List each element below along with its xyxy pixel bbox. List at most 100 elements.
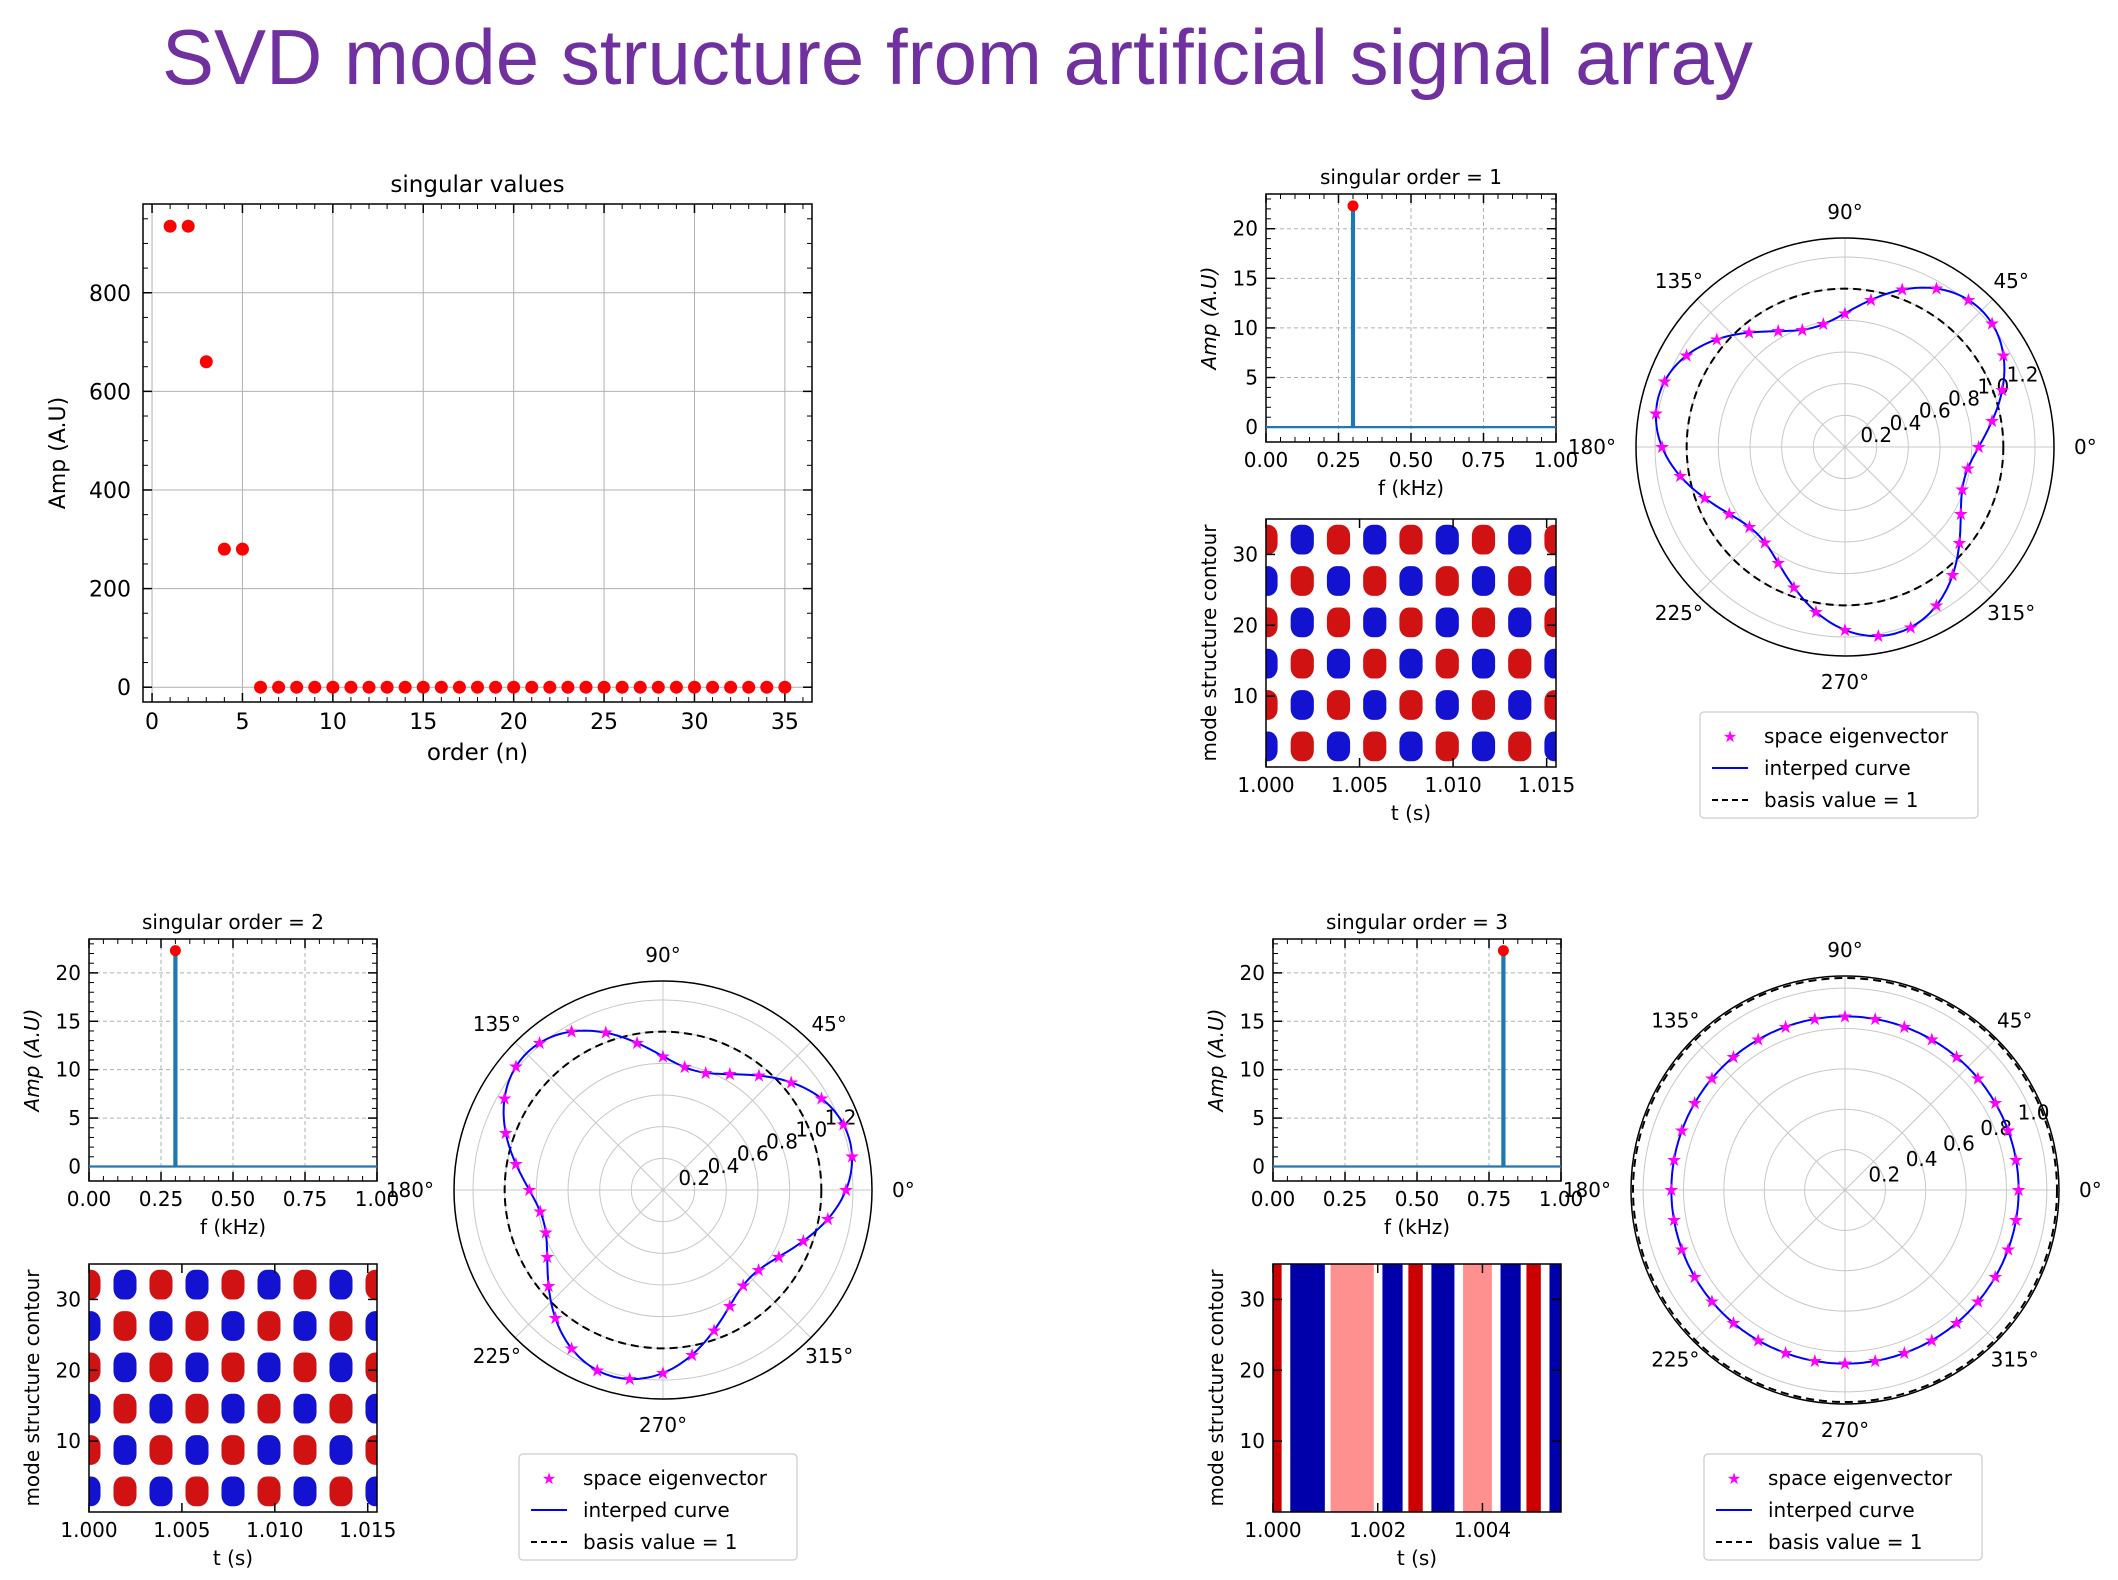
eigenvector-marker: ★: [1896, 1343, 1912, 1364]
eigenvector-marker: ★: [1970, 1292, 1986, 1313]
x-tick-label: 1.00: [1534, 448, 1579, 472]
data-point: [579, 680, 593, 694]
x-tick-label: 1.000: [60, 1518, 117, 1542]
eigenvector-marker: ★: [1837, 1354, 1853, 1375]
data-point: [380, 680, 394, 694]
data-point: [235, 542, 249, 556]
eigenvector-marker: ★: [622, 1369, 638, 1390]
y-axis-label: Amp (A.U): [20, 1009, 44, 1114]
data-point: [687, 680, 701, 694]
heatmap-cell: [185, 1393, 209, 1424]
eigenvector-marker: ★: [751, 1066, 767, 1087]
x-tick-label: 0.75: [1467, 1187, 1512, 1211]
polar-angle-label: 270°: [1821, 670, 1869, 694]
heatmap-cell: [1508, 648, 1532, 679]
eigenvector-marker: ★: [508, 1057, 524, 1078]
heatmap-cell: [221, 1352, 245, 1383]
polar-radius-label: 0.6: [1919, 399, 1951, 423]
data-point: [416, 680, 430, 694]
heatmap-band: [1382, 1264, 1404, 1512]
eigenvector-marker: ★: [1928, 595, 1944, 616]
eigenvector-marker: ★: [1995, 346, 2011, 367]
polar-grid-spoke: [662, 1041, 812, 1191]
y-tick-label: 10: [1240, 1429, 1265, 1453]
eigenvector-marker: ★: [1704, 1292, 1720, 1313]
eigenvector-marker: ★: [1654, 437, 1670, 458]
eigenvector-marker: ★: [1970, 1068, 1986, 1089]
heatmap-cell: [1544, 566, 1556, 596]
eigenvector-marker: ★: [1987, 1267, 2003, 1288]
x-tick-label: 15: [409, 710, 437, 735]
x-tick-label: 0.00: [1244, 448, 1289, 472]
eigenvector-marker: ★: [1984, 411, 2000, 432]
polar-angle-label: 180°: [386, 1178, 434, 1202]
legend-label: space eigenvector: [1768, 1466, 1953, 1490]
heatmap-cell: [293, 1269, 317, 1300]
eigenvector-marker: ★: [1808, 602, 1824, 623]
heatmap-cell: [1363, 690, 1387, 720]
data-point: [326, 680, 340, 694]
legend-label: space eigenvector: [1764, 724, 1949, 748]
data-point: [452, 680, 466, 694]
heatmap-cell: [1266, 524, 1278, 555]
polar-angle-label: 45°: [1997, 1008, 2032, 1032]
heatmap-cell: [1363, 648, 1387, 679]
polar-angle-label: 0°: [2079, 1178, 2102, 1202]
y-tick-label: 20: [1240, 1358, 1265, 1382]
heatmap-cell: [221, 1393, 245, 1424]
x-tick-label: 30: [680, 710, 708, 735]
legend-marker-icon: ★: [542, 1469, 556, 1488]
heatmap-band: [1281, 1264, 1291, 1512]
heatmap-cells: [1266, 519, 1556, 767]
polar-radius-label: 0.8: [766, 1130, 798, 1154]
basis-circle: [1632, 977, 2058, 1403]
polar-angle-label: 180°: [1568, 435, 1616, 459]
polar-frame: [1635, 237, 2055, 657]
eigenvector-marker: ★: [1666, 1210, 1682, 1231]
heatmap-cell: [365, 1476, 377, 1507]
eigenvector-marker: ★: [698, 1063, 714, 1084]
heatmap-cell: [1290, 566, 1314, 596]
heatmap-cell: [89, 1393, 101, 1424]
data-point: [398, 680, 412, 694]
polar-grid-spoke: [1844, 446, 1994, 596]
eigenvector-marker: ★: [532, 1033, 548, 1054]
heatmap-band: [1463, 1264, 1493, 1512]
polar-radius-label: 0.2: [1860, 423, 1892, 447]
eigenvector-marker: ★: [1951, 533, 1967, 554]
chart-title: singular order = 2: [142, 910, 324, 934]
heatmap-cell: [1326, 648, 1351, 679]
polar-grid-spoke: [1693, 1038, 1846, 1191]
heatmap-cell: [1471, 690, 1496, 720]
eigenvector-marker: ★: [547, 1308, 563, 1329]
heatmap-cell: [257, 1476, 281, 1507]
eigenvector-marker: ★: [532, 1202, 548, 1223]
interped-curve: [1654, 286, 2006, 638]
eigenvector-marker: ★: [1741, 517, 1757, 538]
heatmap-cell: [365, 1435, 377, 1465]
polar-angle-label: 90°: [645, 943, 680, 967]
eigenvector-marker: ★: [1725, 1313, 1741, 1334]
data-point: [254, 680, 268, 694]
polar-radius-label: 0.4: [708, 1154, 740, 1178]
x-tick-label: 0.50: [1395, 1187, 1440, 1211]
heatmap-cells: [89, 1264, 377, 1512]
eigenvector-marker: ★: [1837, 620, 1853, 641]
data-point: [489, 680, 503, 694]
x-axis-label: f (kHz): [1378, 476, 1444, 500]
polar-angle-label: 45°: [1993, 269, 2028, 293]
heatmap-cell: [1290, 690, 1314, 720]
polar-mode-order-3-chart: 0°45°90°135°180°225°270°315°0.20.40.60.8…: [1563, 938, 2102, 1561]
y-tick-label: 30: [1240, 1287, 1265, 1311]
y-tick-label: 10: [1233, 684, 1258, 708]
polar-angle-label: 0°: [2074, 435, 2097, 459]
polar-radius-label: 1.2: [2007, 362, 2039, 386]
legend-label: interped curve: [1764, 756, 1911, 780]
polar-radius-label: 0.8: [1948, 387, 1980, 411]
peak-marker: [169, 945, 181, 957]
heatmap-band: [1373, 1264, 1383, 1512]
data-point: [507, 680, 521, 694]
heatmap-cell: [149, 1435, 173, 1465]
eigenvector-marker: ★: [498, 1123, 514, 1144]
y-tick-label: 800: [89, 282, 131, 307]
